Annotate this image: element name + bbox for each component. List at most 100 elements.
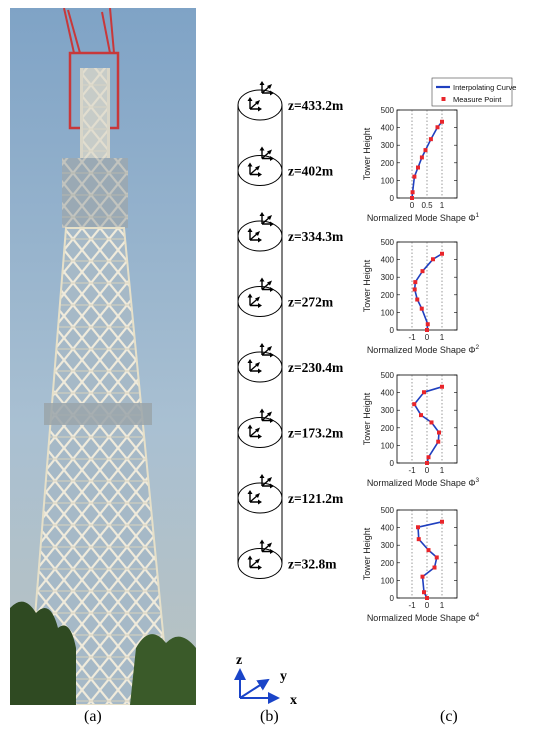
measure-point	[432, 565, 437, 570]
accelerometer-icon	[247, 162, 262, 177]
sensor-ring	[237, 155, 283, 186]
x-tick-label: -1	[408, 466, 416, 475]
measure-point	[416, 525, 420, 530]
y-tick-label: 0	[390, 594, 395, 603]
level-label: z=121.2m	[288, 491, 344, 506]
y-tick-label: 0	[390, 459, 395, 468]
sensor-level: z=272m	[237, 277, 334, 317]
y-tick-label: 0	[390, 194, 395, 203]
measure-point	[410, 196, 414, 200]
x-axis-title: Normalized Mode Shape Φ4	[367, 612, 480, 623]
y-tick-label: 200	[381, 559, 395, 568]
sensor-level: z=32.8m	[237, 539, 337, 579]
y-tick-label: 100	[381, 441, 395, 450]
measure-point	[419, 413, 423, 418]
y-tick-label: 400	[381, 524, 395, 533]
level-label: z=230.4m	[288, 360, 344, 375]
measure-point	[412, 402, 417, 407]
sensor-ring	[237, 351, 283, 383]
measure-point	[412, 174, 417, 179]
level-label: z=433.2m	[288, 98, 344, 113]
measure-point	[440, 251, 444, 256]
accelerometer-icon	[247, 490, 262, 505]
accelerometer-icon	[259, 474, 274, 489]
accelerometer-icon	[259, 539, 274, 554]
accelerometer-icon	[247, 228, 262, 243]
mid-ring	[44, 403, 152, 425]
sensor-schematic: z=433.2m z=402m z=334.3m z=272m z=230.4m z=17…	[237, 81, 344, 579]
y-axis-title: Tower Height	[362, 127, 372, 180]
coordinate-axes: z y x	[234, 653, 297, 708]
x-tick-label: -1	[408, 601, 416, 610]
accelerometer-icon	[247, 293, 262, 308]
measure-point	[440, 384, 444, 389]
x-tick-label: 1	[440, 201, 445, 210]
y-tick-label: 300	[381, 273, 395, 282]
x-tick-label: -1	[408, 333, 416, 342]
measure-point	[419, 306, 424, 311]
measure-point	[425, 328, 429, 332]
sensor-ring	[237, 417, 283, 448]
accelerometer-icon	[259, 212, 274, 227]
mode-number: 2	[476, 344, 480, 351]
y-tick-label: 100	[381, 176, 395, 185]
measure-point	[415, 297, 420, 302]
construction-cranes	[63, 8, 120, 130]
measure-point	[420, 574, 425, 579]
measure-point	[435, 125, 440, 130]
y-tick-label: 200	[381, 424, 395, 433]
measure-point	[434, 555, 439, 560]
y-tick-label: 200	[381, 159, 395, 168]
measure-point	[410, 190, 415, 195]
measure-point	[419, 155, 424, 160]
sensor-level: z=334.3m	[237, 212, 344, 252]
y-tick-label: 400	[381, 256, 395, 265]
sensor-level: z=173.2m	[237, 408, 344, 448]
legend-points-label: Measure Point	[453, 95, 502, 104]
y-tick-label: 200	[381, 291, 395, 300]
accelerometer-icon	[247, 424, 262, 439]
measure-point	[412, 287, 417, 292]
x-axis-title: Normalized Mode Shape Φ3	[367, 477, 480, 488]
level-label: z=272m	[288, 295, 334, 310]
level-label: z=173.2m	[288, 426, 344, 441]
sensor-ring	[237, 548, 283, 579]
measure-point	[436, 439, 441, 444]
measure-point	[413, 280, 418, 285]
measure-point	[428, 137, 433, 142]
sensor-ring	[237, 482, 283, 514]
measure-point	[425, 596, 429, 600]
measure-point	[422, 590, 426, 595]
x-tick-label: 0.5	[421, 201, 433, 210]
measure-point	[425, 322, 430, 327]
accelerometer-icon	[259, 408, 274, 423]
x-tick-label: 0	[425, 333, 430, 342]
measure-point	[440, 119, 444, 124]
x-tick-label: 0	[425, 466, 430, 475]
tower-photo	[10, 8, 196, 705]
caption-a: (a)	[84, 708, 102, 725]
measure-point	[440, 519, 444, 524]
mode-shape-chart: 0 100 200 300 400 500 -1 0 1 Tower Height Normaliz…	[362, 371, 480, 488]
accelerometer-icon	[247, 97, 262, 112]
y-tick-label: 100	[381, 308, 395, 317]
y-tick-label: 500	[381, 371, 395, 380]
x-tick-label: 1	[440, 601, 445, 610]
measure-point	[422, 390, 426, 395]
accelerometer-icon	[259, 277, 274, 292]
axis-x-label: x	[290, 693, 297, 708]
x-tick-label: 0	[410, 201, 415, 210]
sensor-level: z=402m	[237, 146, 334, 186]
accelerometer-icon	[259, 81, 274, 96]
measure-point	[431, 257, 435, 262]
sensor-level: z=230.4m	[237, 343, 344, 383]
y-tick-label: 300	[381, 141, 395, 150]
accelerometer-icon	[247, 359, 262, 374]
y-tick-label: 400	[381, 389, 395, 398]
sensor-ring	[237, 89, 283, 121]
y-tick-label: 300	[381, 541, 395, 550]
sensor-level: z=121.2m	[237, 474, 344, 514]
sensor-ring	[237, 220, 283, 252]
legend: Interpolating Curve Measure Point	[431, 77, 516, 107]
accelerometer-icon	[259, 343, 274, 358]
